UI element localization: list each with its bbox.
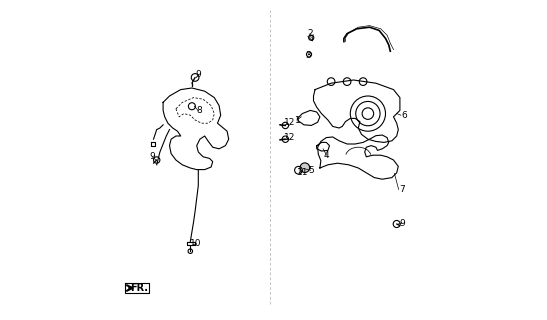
Text: 11: 11: [296, 168, 308, 177]
Text: 10: 10: [190, 239, 202, 248]
Text: FR.: FR.: [130, 283, 148, 293]
Text: 4: 4: [324, 151, 330, 160]
Text: 12: 12: [284, 118, 295, 127]
Text: 9: 9: [150, 152, 155, 161]
Text: 8: 8: [196, 106, 202, 115]
Text: 6: 6: [401, 111, 408, 120]
Text: 7: 7: [399, 185, 405, 194]
Text: 2: 2: [308, 29, 313, 38]
Text: 3: 3: [306, 51, 311, 60]
Text: 5: 5: [308, 166, 314, 175]
Text: 9: 9: [399, 219, 405, 228]
Text: 1: 1: [295, 116, 301, 124]
Text: 12: 12: [284, 133, 295, 142]
Text: 9: 9: [195, 70, 201, 79]
Circle shape: [300, 163, 310, 172]
